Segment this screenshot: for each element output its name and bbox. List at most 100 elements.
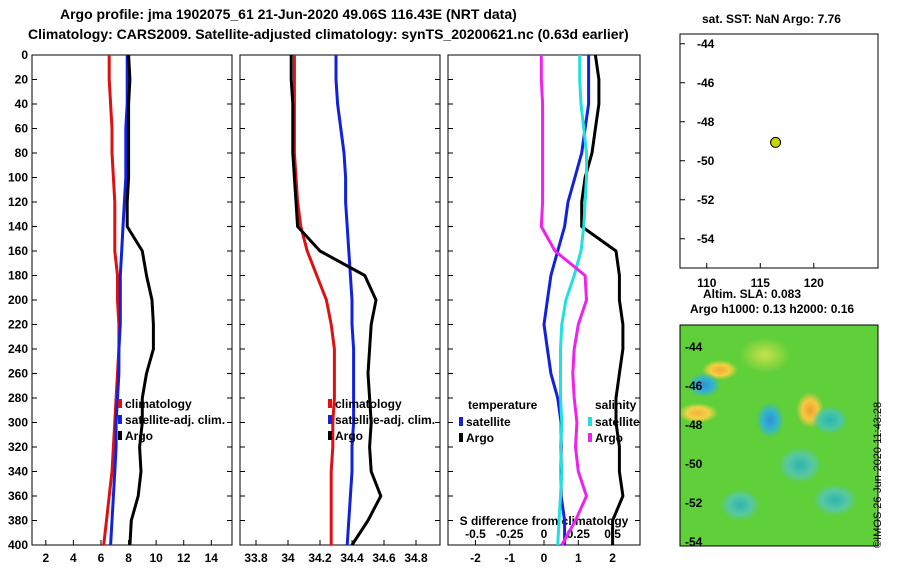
profile-title: Argo profile: jma 1902075_61 21-Jun-2020… (60, 6, 517, 22)
temperature-x-tick-label: 2 (42, 551, 49, 565)
climatology-line (102, 55, 121, 546)
temperature-x-tick-label: 6 (98, 551, 105, 565)
depth-tick-label: 260 (8, 367, 28, 381)
temp-diff-argo-line (580, 54, 625, 545)
map-lon-label: 120 (804, 276, 824, 290)
map-frame (679, 33, 879, 269)
sal-diff-tick-label: -0.25 (496, 527, 524, 541)
argo-line (289, 55, 383, 546)
sal-diff-argo-line (539, 55, 588, 546)
legend-label: Argo (125, 429, 153, 443)
depth-tick-label: 20 (15, 73, 29, 87)
map-lon-label: 115 (751, 276, 771, 290)
salinity-x-tick-label: 34.6 (372, 551, 396, 565)
depth-tick-label: 380 (8, 514, 28, 528)
legend-label: Argo (595, 431, 623, 445)
altimetry-lat-label: -46 (685, 379, 703, 393)
legend-swatch (118, 399, 122, 408)
altimetry-lat-label: -44 (685, 340, 703, 354)
legend-group-title: salinity (595, 398, 637, 412)
legend-label: climatology (335, 397, 402, 411)
map-title: sat. SST: NaN Argo: 7.76 (702, 12, 841, 26)
depth-tick-label: 340 (8, 465, 28, 479)
sal-diff-tick-label: -0.5 (465, 527, 486, 541)
sal-diff-tick-label: 0 (541, 527, 548, 541)
altimetry-heatmap (680, 325, 878, 546)
altimetry-lat-label: -52 (685, 496, 703, 510)
depth-tick-label: 140 (8, 220, 28, 234)
temperature-x-tick-label: 8 (125, 551, 132, 565)
legend-label: satellite (466, 415, 511, 429)
climatology-subtitle: Climatology: CARS2009. Satellite-adjuste… (28, 26, 629, 42)
climatology-line (292, 55, 336, 545)
map-lon-label: 110 (697, 276, 717, 290)
legend-label: satellite (595, 415, 640, 429)
depth-tick-label: 80 (15, 146, 29, 160)
temp-diff-tick-label: 2 (609, 551, 616, 565)
map-lat-label: -50 (697, 154, 715, 168)
legend-label: Argo (335, 429, 363, 443)
legend-label: Argo (466, 431, 494, 445)
temp-diff-tick-label: 1 (575, 551, 582, 565)
temp-diff-tick-label: 0 (541, 551, 548, 565)
legend-swatch (459, 417, 463, 426)
legend-label: climatology (125, 397, 192, 411)
depth-tick-label: 280 (8, 391, 28, 405)
legend-swatch (459, 433, 463, 442)
imos-credit: ©IMOS 26-Jun-2020 11:43:28 (872, 401, 884, 548)
temperature-x-tick-label: 10 (149, 551, 163, 565)
sal-diff-tick-label: 0.25 (567, 527, 591, 541)
legend-label: satellite-adj. clim. (125, 413, 225, 427)
depth-tick-label: 240 (8, 342, 28, 356)
legend-label: satellite-adj. clim. (335, 413, 435, 427)
altimetry-subtitle: Argo h1000: 0.13 h2000: 0.16 (690, 302, 854, 316)
temp-diff-tick-label: -1 (504, 551, 515, 565)
legend-swatch (588, 417, 592, 426)
temperature-x-tick-label: 12 (177, 551, 191, 565)
map-lat-label: -48 (697, 115, 715, 129)
depth-tick-label: 200 (8, 293, 28, 307)
altimetry-lat-label: -48 (685, 418, 703, 432)
map-lat-label: -46 (697, 76, 715, 90)
salinity-x-tick-label: 34.4 (340, 551, 364, 565)
legend-swatch (328, 399, 332, 408)
depth-tick-label: 320 (8, 440, 28, 454)
argo-line (125, 54, 155, 546)
salinity-x-tick-label: 34 (281, 551, 295, 565)
temp-diff-tick-label: -2 (470, 551, 481, 565)
altimetry-lat-label: -50 (685, 457, 703, 471)
legend-swatch (328, 415, 332, 424)
legend-swatch (328, 431, 332, 440)
map-lat-label: -44 (697, 37, 715, 51)
legend-swatch (118, 431, 122, 440)
satellite-adj-clim-line (334, 55, 356, 546)
depth-tick-label: 400 (8, 538, 28, 552)
depth-tick-label: 360 (8, 489, 28, 503)
sal-diff-satellite-line (556, 55, 588, 546)
depth-tick-label: 40 (15, 97, 29, 111)
temperature-x-tick-label: 14 (205, 551, 219, 565)
map-lat-label: -54 (697, 232, 715, 246)
legend-group-title: temperature (468, 398, 538, 412)
depth-tick-label: 160 (8, 244, 28, 258)
depth-tick-label: 220 (8, 318, 28, 332)
map-lat-label: -52 (697, 193, 715, 207)
satellite-adj-clim-line (109, 55, 129, 546)
depth-tick-label: 300 (8, 416, 28, 430)
depth-tick-label: 100 (8, 171, 28, 185)
legend-swatch (588, 433, 592, 442)
altimetry-lat-label: -54 (685, 535, 703, 549)
salinity-x-tick-label: 33.8 (244, 551, 268, 565)
salinity-x-tick-label: 34.2 (308, 551, 332, 565)
depth-tick-label: 180 (8, 269, 28, 283)
depth-tick-label: 0 (21, 48, 28, 62)
panel-frame-1 (31, 54, 233, 546)
argo-location-marker (770, 136, 782, 148)
temperature-x-tick-label: 4 (70, 551, 77, 565)
legend-swatch (118, 415, 122, 424)
altimetry-title: Altim. SLA: 0.083 (703, 287, 801, 301)
altimetry-frame (679, 324, 879, 547)
diff-axis-label: S difference from climatology (460, 514, 629, 528)
depth-tick-label: 120 (8, 195, 28, 209)
